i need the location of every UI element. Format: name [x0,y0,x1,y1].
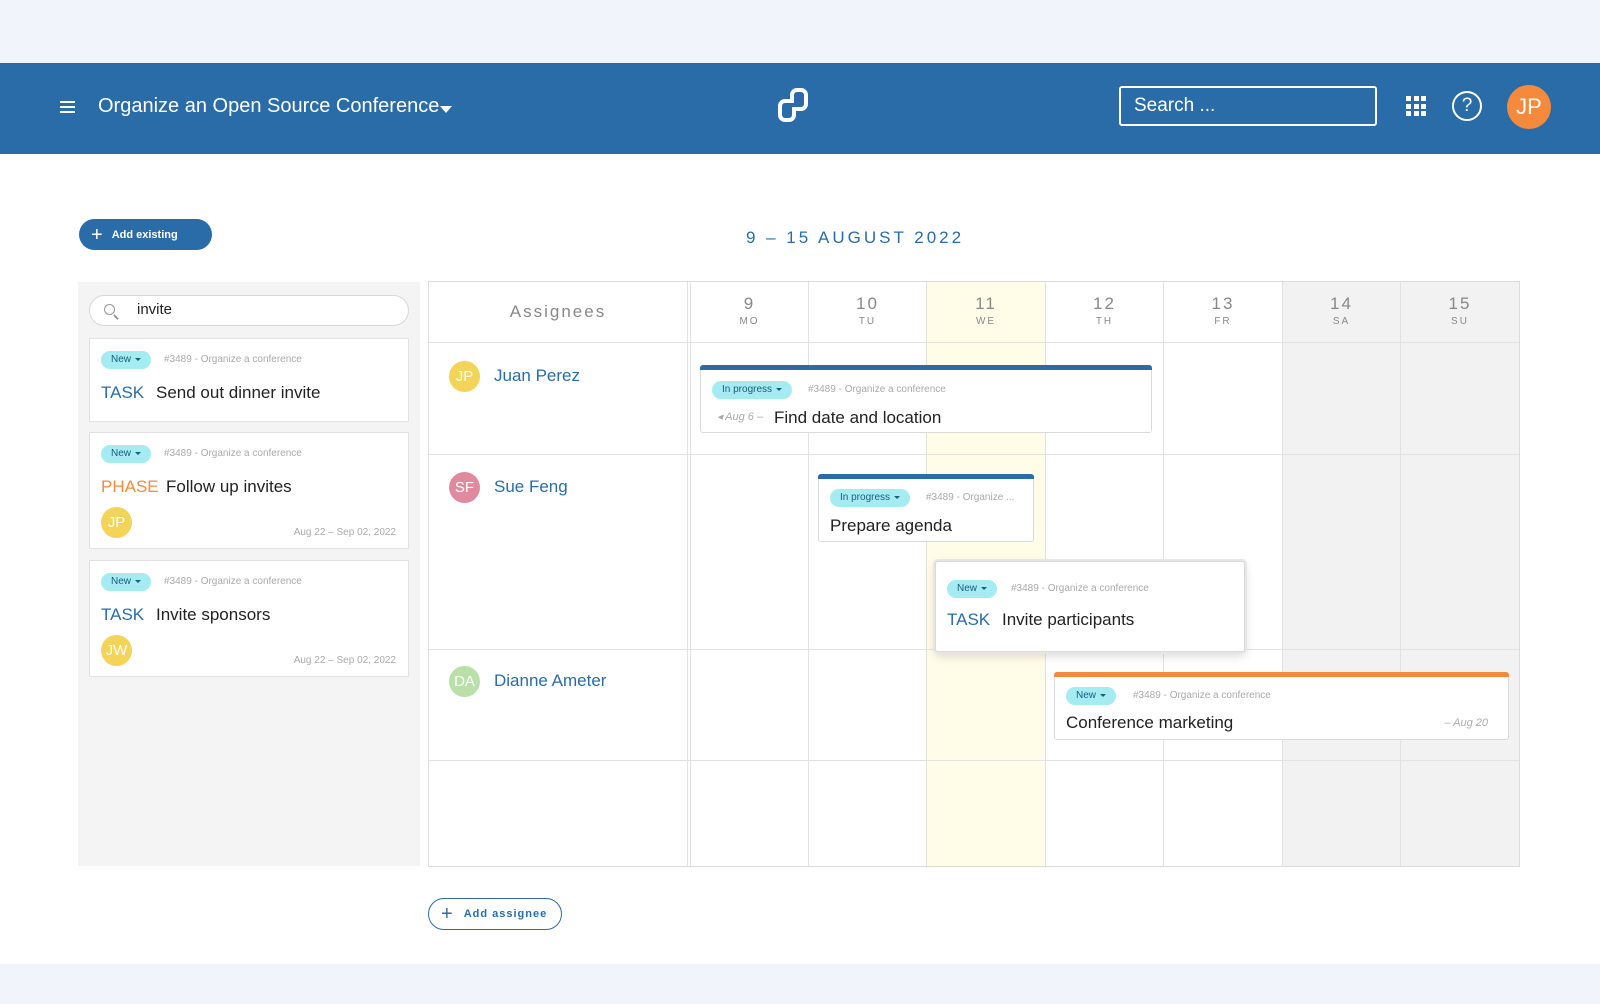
item-type: TASK [947,610,991,629]
logo-icon [778,88,808,122]
list-item[interactable]: New #3489 - Organize a conference PHASE … [89,432,409,549]
status-badge[interactable]: New [101,573,152,591]
project-ref: #3489 - Organize a conference [1133,690,1271,701]
status-badge[interactable]: New [101,351,152,369]
end-date: – Aug 20 [1444,717,1488,729]
status-badge[interactable]: New [1066,687,1117,705]
apps-grid-icon[interactable] [1406,96,1426,116]
status-badge[interactable]: New [101,445,152,463]
item-title: Send out dinner invite [156,383,321,402]
list-item[interactable]: New #3489 - Organize a conference TASK I… [89,560,409,677]
add-existing-label: Add existing [111,228,178,241]
day-header-sat: 14 SA [1330,294,1353,327]
card-title: Find date and location [774,408,942,427]
status-badge[interactable]: In progress [712,381,793,399]
previous-date: ◂ Aug 6 – [717,411,764,423]
date-range-title: 9 – 15 AUGUST 2022 [745,228,965,247]
plus-icon: + [441,903,454,925]
project-ref: #3489 - Organize ... [926,492,1015,503]
project-ref: #3489 - Organize a conference [164,354,302,365]
item-type: TASK [101,383,145,402]
day-header-wed: 11 WE [975,294,997,327]
assignee-name: Sue Feng [494,477,568,496]
item-title: Follow up invites [166,477,292,496]
calendar-grid: Assignees 9 MO 10 TU 11 WE 12 TH 13 FR 14 SA 1… [428,281,1520,867]
task-card-conference-marketing[interactable]: New #3489 - Organize a conference Confer… [1054,672,1509,740]
avatar: DA [449,666,480,697]
avatar: JP [449,361,480,392]
add-existing-button[interactable]: + Add existing [79,219,212,250]
avatar: SF [449,472,480,503]
main-area: + Add existing 9 – 15 AUGUST 2022 New #34… [0,154,1600,964]
menu-icon[interactable] [60,101,75,113]
sidebar-search [89,295,409,326]
add-assignee-label: Add assignee [463,907,548,920]
list-item[interactable]: New #3489 - Organize a conference TASK S… [89,338,409,422]
plus-icon: + [91,223,103,246]
sidebar-panel: New #3489 - Organize a conference TASK S… [78,282,420,866]
project-ref: #3489 - Organize a conference [808,384,946,395]
project-ref: #3489 - Organize a conference [164,448,302,459]
top-header: Organize an Open Source Conference ? JP [0,63,1600,154]
global-search-input[interactable] [1119,86,1377,126]
task-card-prepare-agenda[interactable]: In progress #3489 - Organize ... Prepare… [818,474,1034,542]
card-title: Prepare agenda [830,516,952,535]
day-header-tue: 10 TU [856,294,879,327]
chevron-down-icon[interactable] [440,106,452,113]
item-dates: Aug 22 – Sep 02, 2022 [293,655,396,666]
card-title: Conference marketing [1066,713,1234,732]
add-assignee-button[interactable]: + Add assignee [428,898,562,930]
item-type: TASK [101,605,145,624]
project-ref: #3489 - Organize a conference [164,576,302,587]
assignee-name: Juan Perez [494,366,580,385]
avatar: JP [101,507,132,538]
day-header-thu: 12 TH [1093,294,1116,327]
project-ref: #3489 - Organize a conference [1011,583,1149,594]
day-header-mon: 9 MO [739,294,760,327]
user-avatar[interactable]: JP [1507,85,1551,129]
task-card-invite-participants[interactable]: New #3489 - Organize a conference TASK I… [935,561,1245,652]
item-title: Invite sponsors [156,605,271,624]
card-title: Invite participants [1002,610,1135,629]
task-card-find-date[interactable]: In progress #3489 - Organize a conferenc… [700,365,1152,433]
item-dates: Aug 22 – Sep 02, 2022 [293,527,396,538]
day-header-sun: 15 SU [1448,294,1472,327]
assignee-name: Dianne Ameter [494,671,607,690]
project-title[interactable]: Organize an Open Source Conference [98,95,440,117]
day-header-fri: 13 FR [1211,294,1235,327]
assignees-header: Assignees [509,302,607,321]
status-badge[interactable]: In progress [830,489,911,507]
sidebar-search-input[interactable] [137,301,387,318]
status-badge[interactable]: New [947,580,998,598]
avatar: JW [101,635,132,666]
item-type: PHASE [101,477,159,496]
search-icon [104,304,115,315]
help-icon[interactable]: ? [1452,91,1482,121]
